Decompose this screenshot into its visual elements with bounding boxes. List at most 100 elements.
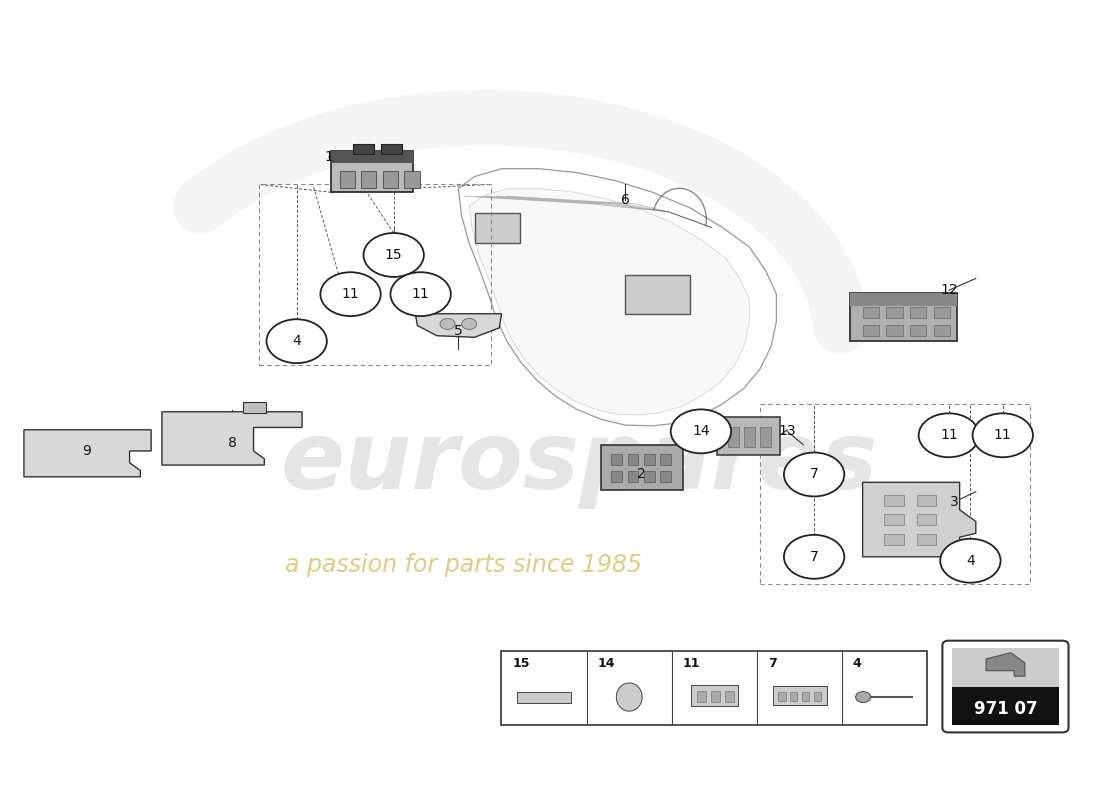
Bar — [802, 691, 810, 701]
Bar — [626, 274, 690, 314]
Circle shape — [784, 535, 845, 578]
Polygon shape — [416, 314, 502, 338]
Bar — [728, 427, 739, 447]
Bar — [381, 145, 403, 154]
Bar — [331, 151, 414, 192]
Bar — [887, 307, 902, 318]
Circle shape — [440, 318, 455, 330]
Text: 11: 11 — [940, 428, 958, 442]
Text: eurospares: eurospares — [280, 417, 878, 509]
Polygon shape — [24, 430, 151, 477]
Text: 11: 11 — [683, 657, 700, 670]
Bar — [601, 445, 683, 490]
Text: 8: 8 — [228, 436, 236, 450]
Text: 11: 11 — [411, 287, 429, 301]
Bar — [717, 418, 780, 455]
Text: 4: 4 — [293, 334, 301, 348]
Text: 1: 1 — [324, 150, 333, 164]
Circle shape — [972, 414, 1033, 458]
Bar — [243, 402, 266, 414]
Bar — [934, 307, 950, 318]
Text: 13: 13 — [779, 424, 796, 438]
Text: 7: 7 — [810, 550, 818, 564]
Bar — [910, 325, 926, 336]
Circle shape — [363, 233, 424, 277]
Bar — [887, 325, 902, 336]
Bar — [862, 325, 879, 336]
Bar — [340, 171, 355, 188]
Bar — [474, 214, 520, 243]
Circle shape — [671, 410, 732, 454]
Polygon shape — [616, 683, 642, 711]
Text: 11: 11 — [994, 428, 1012, 442]
Bar — [953, 686, 1059, 725]
Circle shape — [266, 319, 327, 363]
Bar — [353, 145, 374, 154]
Text: 11: 11 — [342, 287, 360, 301]
Text: 6: 6 — [621, 193, 630, 207]
Bar — [660, 454, 671, 465]
Bar — [910, 307, 926, 318]
Bar — [862, 307, 879, 318]
Bar — [884, 514, 903, 526]
Text: 14: 14 — [692, 424, 710, 438]
Polygon shape — [470, 189, 749, 415]
Circle shape — [784, 453, 845, 497]
Text: 12: 12 — [940, 283, 958, 298]
Bar — [697, 690, 706, 702]
Bar — [405, 171, 419, 188]
Text: 15: 15 — [513, 657, 530, 670]
Circle shape — [940, 538, 1001, 582]
Bar — [660, 471, 671, 482]
Text: 4: 4 — [966, 554, 975, 568]
Circle shape — [320, 272, 381, 316]
Bar — [744, 427, 755, 447]
Text: 971 07: 971 07 — [974, 700, 1037, 718]
Polygon shape — [162, 412, 302, 465]
Bar — [760, 427, 771, 447]
Bar — [517, 691, 571, 703]
Bar — [502, 651, 927, 726]
Bar — [725, 690, 734, 702]
Bar — [628, 471, 638, 482]
Text: 9: 9 — [82, 444, 91, 458]
Text: 4: 4 — [852, 657, 861, 670]
Text: a passion for parts since 1985: a passion for parts since 1985 — [285, 553, 642, 577]
Bar — [916, 495, 936, 506]
Bar — [258, 184, 491, 365]
Bar — [612, 471, 623, 482]
Bar — [772, 686, 826, 705]
Bar — [644, 471, 654, 482]
Text: 5: 5 — [454, 324, 463, 338]
Text: 14: 14 — [597, 657, 615, 670]
Bar — [790, 691, 798, 701]
Text: 7: 7 — [768, 657, 777, 670]
Bar — [934, 325, 950, 336]
Bar — [331, 151, 414, 163]
Bar — [712, 690, 719, 702]
Bar — [760, 404, 1030, 584]
Bar — [916, 514, 936, 526]
Bar — [849, 293, 957, 341]
Text: 15: 15 — [385, 248, 403, 262]
Bar — [953, 648, 1059, 686]
Bar — [778, 691, 785, 701]
FancyBboxPatch shape — [943, 641, 1068, 733]
Bar — [612, 454, 623, 465]
Circle shape — [462, 318, 476, 330]
Bar — [884, 534, 903, 545]
Polygon shape — [986, 653, 1025, 676]
Circle shape — [918, 414, 979, 458]
Circle shape — [856, 691, 871, 702]
Text: 2: 2 — [637, 467, 646, 482]
Circle shape — [390, 272, 451, 316]
Bar — [691, 685, 738, 706]
Bar — [916, 534, 936, 545]
Bar — [884, 495, 903, 506]
Bar — [628, 454, 638, 465]
Polygon shape — [862, 482, 976, 557]
Bar — [383, 171, 398, 188]
Bar — [644, 454, 654, 465]
Text: 3: 3 — [950, 495, 958, 509]
Bar — [362, 171, 376, 188]
